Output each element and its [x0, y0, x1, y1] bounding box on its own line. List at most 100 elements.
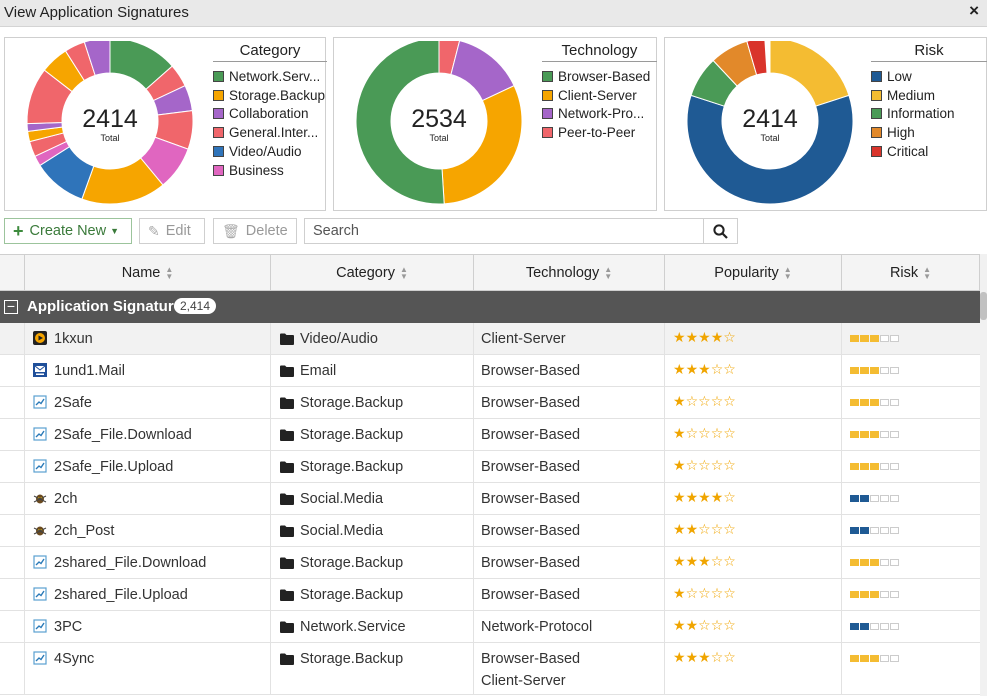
star-empty-icon: ☆	[723, 489, 736, 505]
legend-label: Client-Server	[558, 87, 637, 103]
risk-segment	[880, 399, 889, 406]
table-row[interactable]: 2Safe_File.Download Storage.Backup Browser…	[0, 419, 980, 451]
folder-icon	[280, 621, 294, 633]
folder-icon	[280, 493, 294, 505]
donut-slice[interactable]	[769, 41, 850, 107]
app-name: 2Safe_File.Download	[54, 427, 192, 443]
search-icon	[713, 223, 728, 239]
search-input[interactable]	[305, 219, 703, 243]
table-row[interactable]: 2ch_Post Social.Media Browser-Based ★★☆☆☆	[0, 515, 980, 547]
risk-segment	[860, 431, 869, 438]
legend-item[interactable]: General.Inter...	[213, 123, 327, 142]
scrollbar-thumb[interactable]	[980, 292, 987, 320]
close-icon[interactable]: ×	[969, 1, 979, 20]
cell-technology: Browser-Based	[473, 515, 664, 546]
legend-item[interactable]: Business	[213, 161, 327, 180]
column-header-popularity[interactable]: Popularity ▲ ▼	[664, 255, 841, 291]
legend-swatch	[871, 108, 882, 120]
cell-risk	[841, 483, 980, 514]
vertical-scrollbar[interactable]	[980, 254, 987, 696]
star-filled-icon: ★	[685, 649, 699, 665]
column-header-technology[interactable]: Technology ▲ ▼	[473, 255, 664, 291]
delete-button[interactable]: 🗑 Delete	[213, 218, 297, 244]
column-header-risk[interactable]: Risk ▲ ▼	[841, 255, 980, 291]
edit-button[interactable]: ✎ Edit	[139, 218, 205, 244]
create-new-button[interactable]: + Create New ▼	[4, 218, 132, 244]
donut-slice[interactable]	[355, 41, 445, 205]
risk-segment	[880, 559, 889, 566]
table-row[interactable]: 2ch Social.Media Browser-Based ★★★★☆	[0, 483, 980, 515]
legend-item[interactable]: Video/Audio	[213, 142, 327, 161]
legend-item[interactable]: Peer-to-Peer	[542, 123, 657, 142]
app-name: 1und1.Mail	[54, 363, 125, 379]
column-header-category[interactable]: Category ▲ ▼	[270, 255, 473, 291]
risk-level-bar	[850, 367, 899, 374]
donut-slice[interactable]	[746, 41, 768, 76]
table-row[interactable]: 1und1.Mail Email Browser-Based ★★★☆☆	[0, 355, 980, 387]
table-row[interactable]: 1kxun Video/Audio Client-Server ★★★★☆	[0, 323, 980, 355]
legend-item[interactable]: High	[871, 123, 987, 142]
table-row[interactable]: 2Safe Storage.Backup Browser-Based ★☆☆☆☆	[0, 387, 980, 419]
risk-segment	[880, 335, 889, 342]
table-row[interactable]: 2shared_File.Upload Storage.Backup Browser…	[0, 579, 980, 611]
legend-swatch	[213, 146, 224, 158]
legend-swatch	[871, 127, 882, 139]
legend-item[interactable]: Client-Server	[542, 86, 657, 105]
cell-technology: Browser-Based	[473, 451, 664, 482]
risk-segment	[850, 399, 859, 406]
popularity-stars: ★☆☆☆☆	[673, 393, 736, 409]
caret-down-icon: ▼	[110, 226, 119, 236]
star-empty-icon: ☆	[723, 617, 736, 633]
cell-technology: Browser-Based	[473, 547, 664, 578]
column-popularity-label: Popularity	[714, 265, 779, 281]
legend-item[interactable]: Storage.Backup	[213, 86, 327, 105]
star-empty-icon: ☆	[710, 361, 724, 377]
star-empty-icon: ☆	[698, 585, 711, 601]
donut-slice[interactable]	[441, 84, 523, 205]
table-row[interactable]: 4Sync Storage.Backup Browser-Based Client-S…	[0, 643, 980, 695]
legend-item[interactable]: Critical	[871, 142, 987, 161]
column-header-name[interactable]: Name ▲ ▼	[24, 255, 270, 291]
app-name: 2shared_File.Upload	[54, 587, 188, 603]
video-app-icon	[33, 331, 47, 345]
risk-segment	[880, 527, 889, 534]
legend-item[interactable]: Information	[871, 105, 987, 124]
star-empty-icon: ☆	[723, 649, 736, 665]
risk-level-bar	[850, 559, 899, 566]
cell-category: Storage.Backup	[270, 451, 473, 482]
category-value: Video/Audio	[300, 331, 378, 347]
search-button[interactable]	[703, 219, 737, 243]
cell-name: 1und1.Mail	[24, 355, 270, 386]
legend-item[interactable]: Collaboration	[213, 105, 327, 124]
legend-item[interactable]: Medium	[871, 86, 987, 105]
create-new-label: Create New	[29, 223, 107, 239]
risk-segment	[880, 367, 889, 374]
star-filled-icon: ★	[698, 553, 711, 569]
popularity-stars: ★☆☆☆☆	[673, 425, 736, 441]
collapse-icon[interactable]: −	[4, 299, 18, 314]
generic-app-icon	[33, 619, 47, 633]
table-row[interactable]: 2shared_File.Download Storage.Backup Brows…	[0, 547, 980, 579]
legend-item[interactable]: Network-Pro...	[542, 105, 657, 124]
donut-slice[interactable]	[83, 41, 111, 76]
star-empty-icon: ☆	[710, 585, 724, 601]
legend-item[interactable]: Low	[871, 67, 987, 86]
cell-popularity: ★★☆☆☆	[664, 611, 841, 642]
group-row-application-signature[interactable]: − Application Signature 2,414	[0, 291, 980, 323]
table-row[interactable]: 2Safe_File.Upload Storage.Backup Browser-B…	[0, 451, 980, 483]
window-title: View Application Signatures	[4, 4, 189, 21]
risk-level-bar	[850, 495, 899, 502]
star-filled-icon: ★	[673, 361, 686, 377]
generic-app-icon	[33, 651, 47, 665]
star-empty-icon: ☆	[723, 425, 736, 441]
legend-item[interactable]: Browser-Based	[542, 67, 657, 86]
cell-category: Storage.Backup	[270, 547, 473, 578]
donut-slice[interactable]	[686, 94, 854, 205]
table-row[interactable]: 3PC Network.Service Network-Protocol ★★☆☆☆	[0, 611, 980, 643]
app-name: 1kxun	[54, 331, 93, 347]
legend-item[interactable]: Network.Serv...	[213, 67, 327, 86]
star-filled-icon: ★	[673, 457, 686, 473]
